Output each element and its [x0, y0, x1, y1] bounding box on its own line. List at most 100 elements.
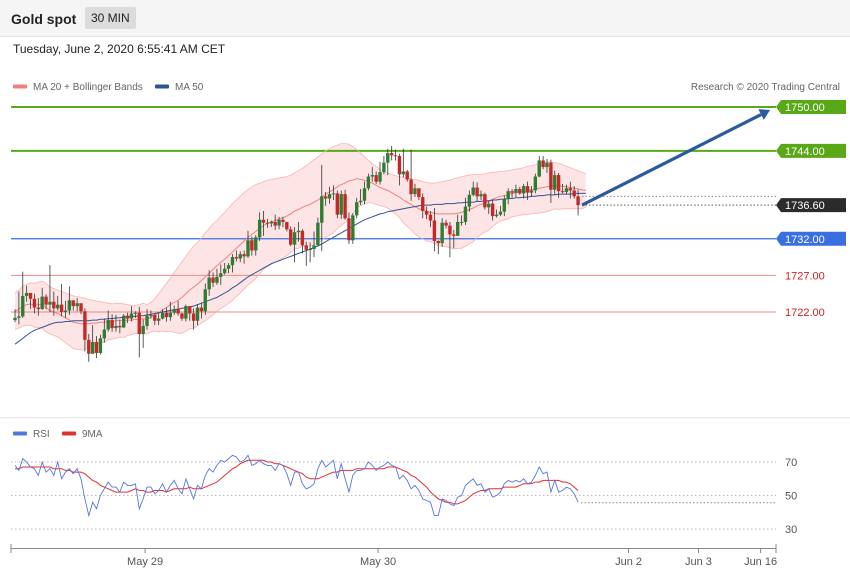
- candle: [362, 181, 367, 205]
- credit: Research © 2020 Trading Central: [691, 82, 840, 93]
- candle-body: [250, 240, 254, 251]
- candle: [257, 212, 262, 241]
- candle-body: [560, 191, 565, 193]
- candle-body: [219, 273, 223, 277]
- candle: [191, 308, 196, 330]
- candle-body: [564, 188, 569, 192]
- candle: [498, 205, 503, 217]
- candle-body: [428, 214, 433, 221]
- candle: [153, 314, 157, 326]
- candle: [459, 215, 464, 226]
- candle: [215, 268, 219, 285]
- x-axis: May 29 May 30 Jun 2 Jun 3 Jun 16: [10, 544, 777, 568]
- candle-body: [393, 155, 398, 157]
- candle-body: [289, 229, 293, 245]
- candle: [316, 217, 320, 246]
- candle: [568, 181, 573, 199]
- candle-body: [502, 199, 506, 212]
- candle: [269, 220, 273, 228]
- candle: [292, 227, 297, 263]
- candle-body: [452, 234, 456, 236]
- ma50-line: [14, 192, 586, 345]
- candle-body: [292, 232, 297, 245]
- candle: [160, 309, 165, 320]
- candle: [36, 298, 40, 316]
- candle-body: [110, 320, 114, 329]
- candle-body: [172, 309, 176, 313]
- candle: [79, 303, 83, 315]
- candle: [487, 200, 491, 214]
- candle: [118, 320, 122, 334]
- candle: [250, 236, 254, 256]
- level-tag-2: [776, 198, 846, 213]
- candle: [518, 186, 522, 195]
- candle-body: [487, 203, 491, 208]
- timeframe-badge[interactable]: 30 MIN: [85, 7, 136, 29]
- candle-body: [28, 292, 33, 299]
- candle-body: [238, 254, 242, 259]
- candle-body: [164, 312, 169, 318]
- candle: [168, 301, 173, 321]
- candle-body: [79, 303, 83, 312]
- candle: [386, 148, 390, 176]
- candle-body: [483, 194, 487, 208]
- candle-body: [549, 162, 553, 190]
- candle: [226, 262, 231, 274]
- candle: [17, 291, 21, 325]
- candle-body: [188, 306, 192, 314]
- candle-body: [265, 222, 270, 224]
- candle: [533, 173, 538, 194]
- candle-body: [533, 176, 538, 191]
- candle: [44, 294, 48, 310]
- candle: [432, 208, 437, 252]
- candle: [32, 293, 37, 314]
- candle: [261, 210, 266, 236]
- candle: [448, 221, 452, 258]
- candle-body: [207, 277, 211, 290]
- candle-body: [335, 193, 340, 215]
- candle: [149, 310, 153, 319]
- candle-body: [226, 265, 231, 269]
- candle-body: [59, 304, 64, 312]
- candle: [122, 314, 126, 329]
- x-tick-label-2: Jun 2: [615, 556, 642, 568]
- candle-body: [432, 220, 437, 241]
- candle-body: [285, 221, 289, 230]
- candle: [129, 306, 134, 322]
- candle-body: [494, 214, 499, 217]
- candle: [335, 190, 340, 219]
- candle-body: [576, 196, 580, 206]
- candle: [452, 230, 456, 249]
- candle: [63, 301, 68, 318]
- candle: [455, 214, 460, 236]
- moving-averages: [14, 143, 586, 351]
- candle: [277, 216, 281, 230]
- candle: [24, 285, 29, 302]
- candle: [230, 254, 235, 273]
- candle-body: [553, 175, 557, 190]
- candle: [444, 219, 448, 229]
- candle-body: [323, 196, 328, 199]
- candle-body: [479, 194, 483, 197]
- candle-body: [296, 230, 301, 233]
- candle-body: [242, 254, 246, 257]
- candle: [145, 309, 149, 330]
- candle-body: [525, 186, 530, 193]
- x-tick-label-4: Jun 16: [744, 556, 777, 568]
- x-tick-label-3: Jun 3: [685, 556, 712, 568]
- candle-body: [327, 194, 332, 199]
- candle: [358, 189, 363, 206]
- candle: [545, 158, 549, 173]
- candle: [125, 312, 130, 323]
- candle-body: [222, 268, 227, 274]
- candle-body: [413, 188, 417, 195]
- candle-body: [234, 257, 239, 259]
- candle: [289, 226, 293, 247]
- candle-body: [568, 188, 573, 191]
- candle-body: [160, 312, 165, 319]
- candle-body: [316, 222, 320, 246]
- candle-body: [300, 230, 305, 246]
- candle: [281, 216, 285, 228]
- candle: [98, 334, 103, 355]
- candle-body: [308, 249, 312, 251]
